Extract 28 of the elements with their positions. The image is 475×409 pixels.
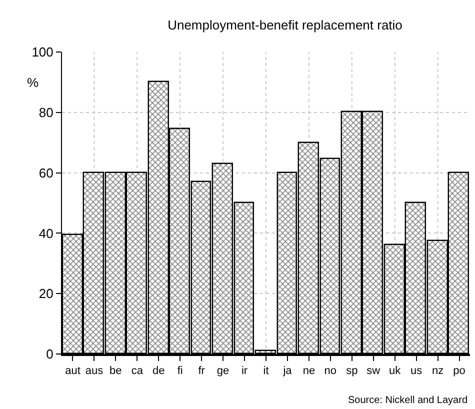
y-tick-label: 0: [46, 346, 54, 362]
x-tick-label: ge: [216, 364, 230, 377]
x-tick-label: fi: [177, 364, 183, 377]
x-tick-label: ir: [241, 364, 248, 377]
x-tick-label: no: [324, 364, 337, 377]
x-tick-label: po: [453, 364, 466, 377]
x-tick-label: sw: [366, 364, 380, 377]
x-tick-label: ne: [302, 364, 316, 377]
x-tick-label: fr: [198, 364, 206, 377]
x-tick-label: ja: [282, 364, 293, 377]
y-axis-title: %: [27, 75, 39, 90]
y-tick-label: 60: [38, 165, 54, 180]
x-tick-label: aut: [65, 364, 80, 377]
y-tick-label: 80: [38, 104, 54, 120]
source-note: Source: Nickell and Layard: [348, 395, 468, 406]
x-tick-label: ca: [131, 364, 144, 377]
x-tick-label: us: [410, 364, 423, 377]
x-tick-label: nz: [432, 364, 444, 377]
y-tick-label: 40: [38, 226, 54, 241]
x-tick-label: it: [263, 364, 269, 377]
x-tick-label: sp: [346, 364, 358, 377]
chart-title: Unemployment-benefit replacement ratio: [168, 18, 402, 33]
y-tick-label: 20: [38, 286, 54, 302]
x-tick-label: aus: [85, 364, 104, 377]
x-tick-label: uk: [389, 364, 402, 377]
x-tick-label: de: [152, 364, 165, 377]
y-tick-label: 100: [32, 44, 54, 60]
x-tick-label: be: [110, 364, 122, 377]
